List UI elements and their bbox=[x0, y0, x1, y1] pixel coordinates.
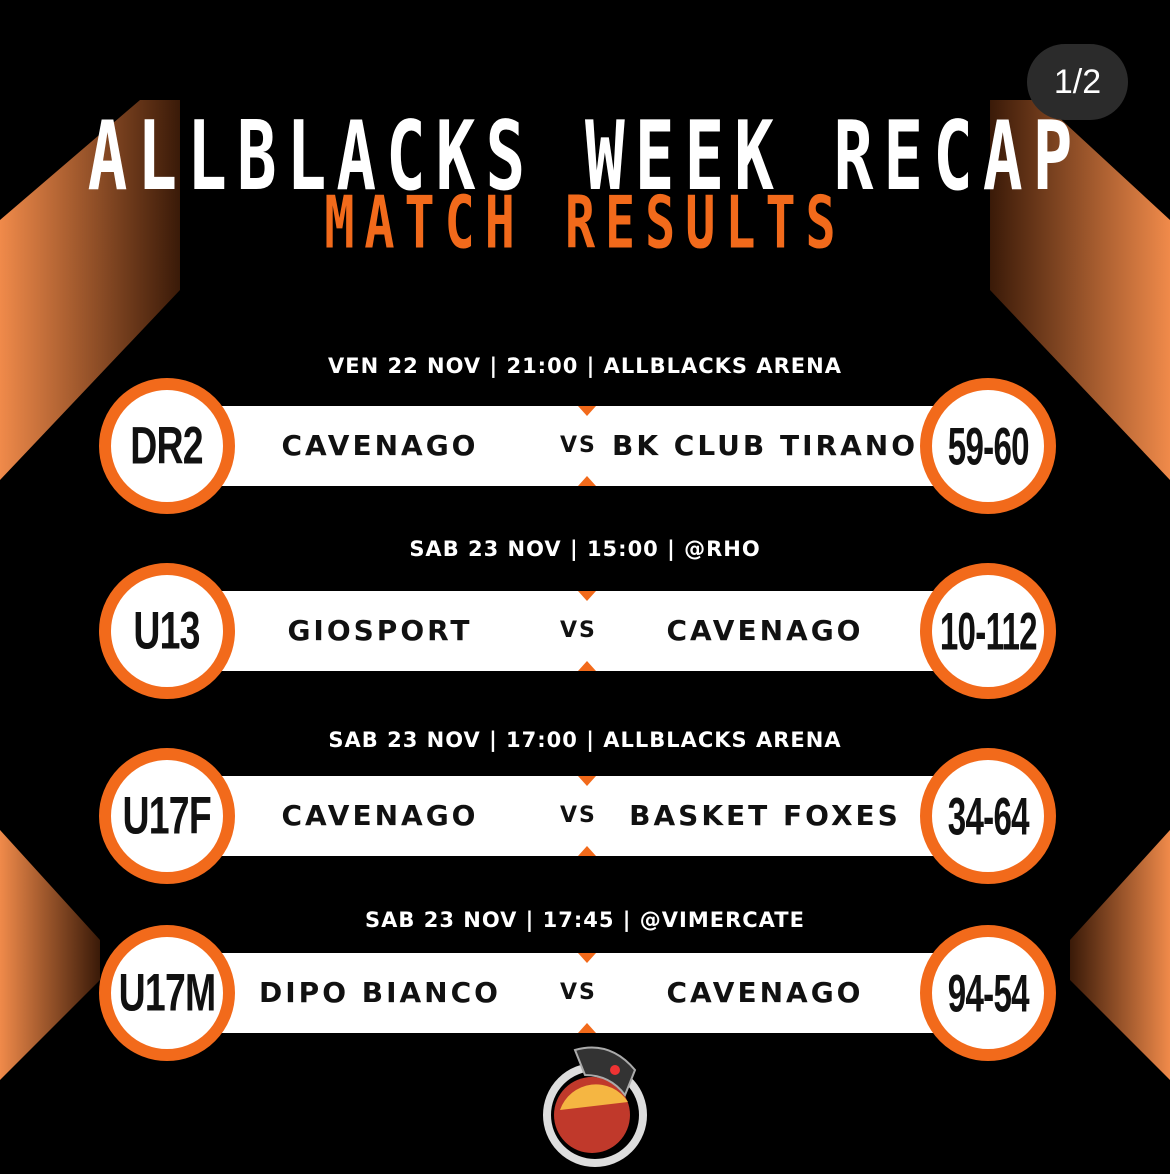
category-label: DR2 bbox=[130, 416, 204, 476]
score-badge: 59-60 bbox=[920, 378, 1056, 514]
away-team: BK CLUB TIRANO bbox=[612, 429, 918, 462]
vs-label: VS bbox=[560, 618, 597, 643]
home-team: GIOSPORT bbox=[287, 614, 473, 647]
triangle-marker-icon bbox=[578, 661, 596, 671]
triangle-marker-icon bbox=[578, 476, 596, 486]
category-badge: U17F bbox=[99, 748, 235, 884]
vs-label: VS bbox=[560, 433, 597, 458]
home-team: CAVENAGO bbox=[281, 429, 479, 462]
score-badge: 10-112 bbox=[920, 563, 1056, 699]
match-row: DIPO BIANCO VS CAVENAGO bbox=[205, 953, 950, 1033]
match-row: CAVENAGO VS BK CLUB TIRANO bbox=[205, 406, 950, 486]
category-badge: U13 bbox=[99, 563, 235, 699]
score-value: 94-54 bbox=[947, 963, 1029, 1023]
score-badge: 34-64 bbox=[920, 748, 1056, 884]
category-badge: DR2 bbox=[99, 378, 235, 514]
page-title: ALLBLACKS WEEK RECAP bbox=[87, 100, 1083, 213]
home-team: CAVENAGO bbox=[281, 799, 479, 832]
club-logo bbox=[543, 1046, 647, 1167]
match-info: SAB 23 NOV | 17:00 | ALLBLACKS ARENA bbox=[328, 728, 842, 752]
away-team: CAVENAGO bbox=[666, 614, 864, 647]
vs-label: VS bbox=[560, 980, 597, 1005]
slide-counter: 1/2 bbox=[1027, 44, 1128, 120]
away-team: BASKET FOXES bbox=[629, 799, 901, 832]
score-value: 34-64 bbox=[947, 786, 1029, 846]
score-value: 59-60 bbox=[947, 416, 1029, 476]
category-label: U17F bbox=[122, 786, 212, 846]
page-subtitle: MATCH RESULTS bbox=[324, 180, 846, 266]
match-info: VEN 22 NOV | 21:00 | ALLBLACKS ARENA bbox=[328, 354, 842, 378]
match-info: SAB 23 NOV | 17:45 | @VIMERCATE bbox=[365, 908, 805, 932]
triangle-marker-icon bbox=[578, 776, 596, 786]
triangle-marker-icon bbox=[578, 406, 596, 416]
triangle-marker-icon bbox=[578, 591, 596, 601]
triangle-marker-icon bbox=[578, 953, 596, 963]
match-row: GIOSPORT VS CAVENAGO bbox=[205, 591, 950, 671]
triangle-marker-icon bbox=[578, 846, 596, 856]
away-team: CAVENAGO bbox=[666, 976, 864, 1009]
score-badge: 94-54 bbox=[920, 925, 1056, 1061]
triangle-marker-icon bbox=[578, 1023, 596, 1033]
home-team: DIPO BIANCO bbox=[259, 976, 501, 1009]
category-badge: U17M bbox=[99, 925, 235, 1061]
match-row: CAVENAGO VS BASKET FOXES bbox=[205, 776, 950, 856]
score-value: 10-112 bbox=[939, 601, 1038, 661]
vs-label: VS bbox=[560, 803, 597, 828]
category-label: U17M bbox=[118, 963, 217, 1023]
category-label: U13 bbox=[133, 601, 201, 661]
match-info: SAB 23 NOV | 15:00 | @RHO bbox=[409, 537, 761, 561]
